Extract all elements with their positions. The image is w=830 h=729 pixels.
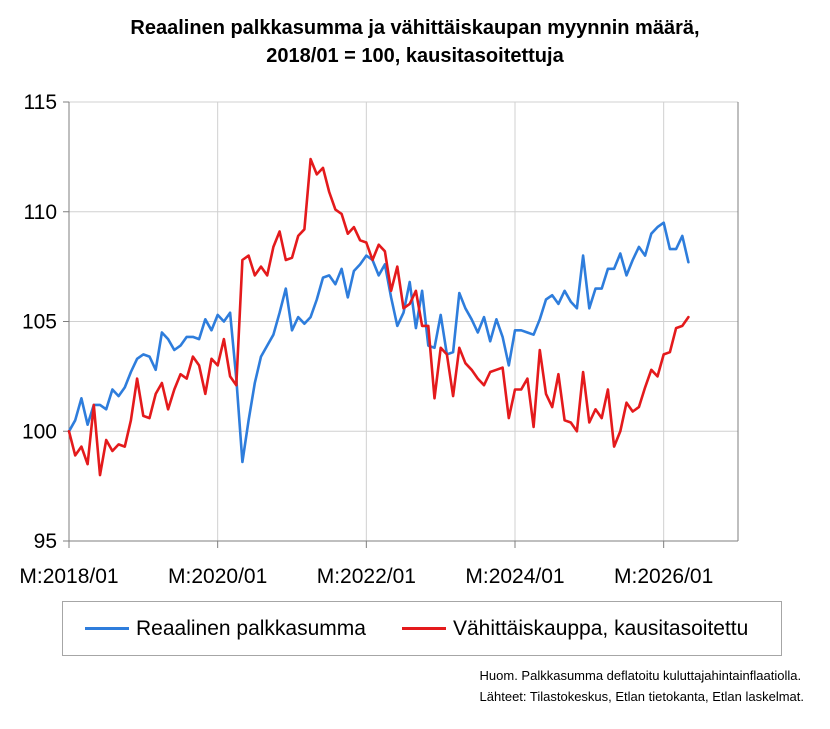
y-tick-label-110: 110: [24, 201, 57, 224]
legend-label-vahittaiskauppa: Vähittäiskauppa, kausitasoitettu: [452, 616, 749, 640]
x-tick-label-2020-01: M:2020/01: [168, 565, 267, 588]
chart-title-line-1: Reaalinen palkkasumma ja vähittäiskaupan…: [130, 17, 700, 39]
line-chart: 95 100 105 110 115 M:2018/01 M:2020/01 M:2022/0…: [19, 91, 739, 588]
y-tick-label-115: 115: [24, 91, 57, 114]
note-line-1: Huom. Palkkasumma deflatoitu kuluttajahi…: [479, 668, 802, 683]
chart-notes: Huom. Palkkasumma deflatoitu kuluttajahi…: [480, 665, 804, 707]
x-tick-label-2022-01: M:2022/01: [317, 565, 416, 588]
chart-title-line-2: 2018/01 = 100, kausitasoitettuja: [266, 45, 564, 67]
series-lines: [67, 157, 690, 477]
chart-title: Reaalinen palkkasumma ja vähittäiskaupan…: [0, 14, 830, 70]
legend-swatch-palkkasumma: [85, 627, 129, 630]
y-tick-label-100: 100: [22, 420, 57, 443]
y-tick-label-95: 95: [34, 530, 57, 553]
legend-item-palkkasumma: Reaalinen palkkasumma: [85, 617, 366, 641]
legend-label-palkkasumma: Reaalinen palkkasumma: [136, 616, 366, 640]
note-line-2: Lähteet: Tilastokeskus, Etlan tietokanta…: [479, 689, 804, 704]
x-tick-label-2026-01: M:2026/01: [614, 565, 713, 588]
x-tick-label-2018-01: M:2018/01: [19, 565, 118, 588]
series-line-palkkasumma: [67, 221, 690, 464]
legend-swatch-vahittaiskauppa: [401, 627, 446, 630]
x-tick-label-2024-01: M:2024/01: [465, 565, 564, 588]
series-line-vahittaiskauppa: [67, 157, 690, 477]
tick-labels: 95 100 105 110 115 M:2018/01 M:2020/01 M:2022/0…: [19, 91, 713, 588]
axes: [63, 101, 739, 548]
legend-item-vahittaiskauppa: Vähittäiskauppa, kausitasoitettu: [401, 616, 749, 641]
gridlines: [69, 101, 738, 541]
chart-legend: Reaalinen palkkasumma Vähittäiskauppa, k…: [62, 601, 782, 656]
y-tick-label-105: 105: [22, 311, 57, 334]
